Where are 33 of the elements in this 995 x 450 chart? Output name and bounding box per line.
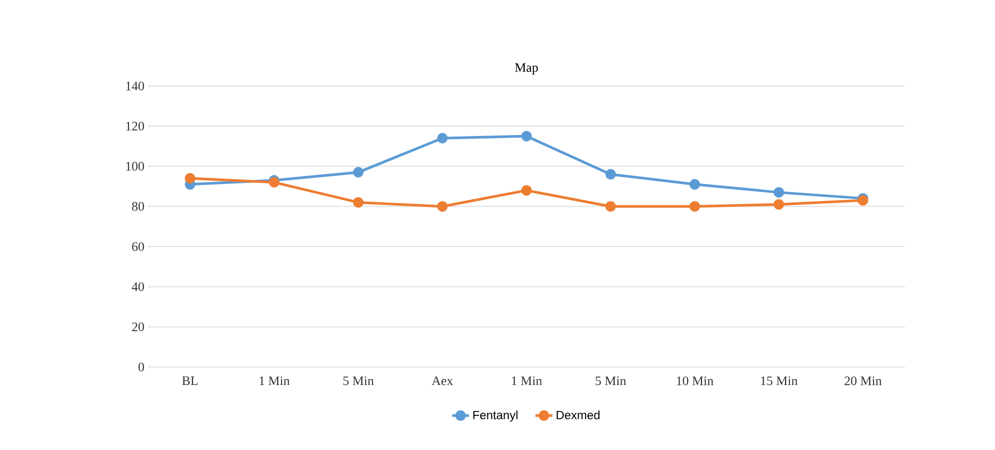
chart-title: Map	[515, 63, 538, 74]
point	[521, 185, 532, 196]
point	[184, 173, 196, 184]
y-tick-label: 20	[132, 322, 144, 332]
x-tick-label: 5 Min	[596, 376, 626, 386]
legend-label: Fentanyl	[473, 410, 518, 422]
point	[605, 169, 616, 180]
x-tick-label: Aex	[432, 376, 454, 386]
y-tick-label: 140	[126, 82, 144, 90]
point	[774, 199, 784, 210]
x-tick-label: 5 Min	[343, 376, 374, 386]
x-tick-label: 1 Min	[512, 376, 542, 386]
point	[689, 201, 700, 212]
y-tick-label: 100	[126, 162, 144, 171]
point	[774, 187, 784, 198]
x-tick-label: 15 Min	[761, 376, 798, 386]
x-tick-label: 1 Min	[260, 376, 290, 386]
point	[353, 167, 364, 178]
y-tick-label: 80	[132, 202, 144, 211]
x-tick-label: 20 Min	[844, 376, 882, 386]
point	[605, 201, 616, 212]
point	[437, 132, 448, 144]
y-tick-label: 120	[126, 122, 144, 130]
y-tick-label: 60	[132, 242, 144, 251]
point	[437, 201, 448, 212]
point	[521, 130, 532, 142]
point	[353, 197, 364, 208]
point	[689, 179, 700, 190]
x-tick-label: 10 Min	[676, 376, 714, 386]
y-tick-label: 40	[132, 282, 144, 292]
y-tick-label: 0	[138, 362, 144, 372]
legend-label: Dexmed	[556, 410, 600, 420]
x-tick-label: BL	[182, 376, 198, 385]
